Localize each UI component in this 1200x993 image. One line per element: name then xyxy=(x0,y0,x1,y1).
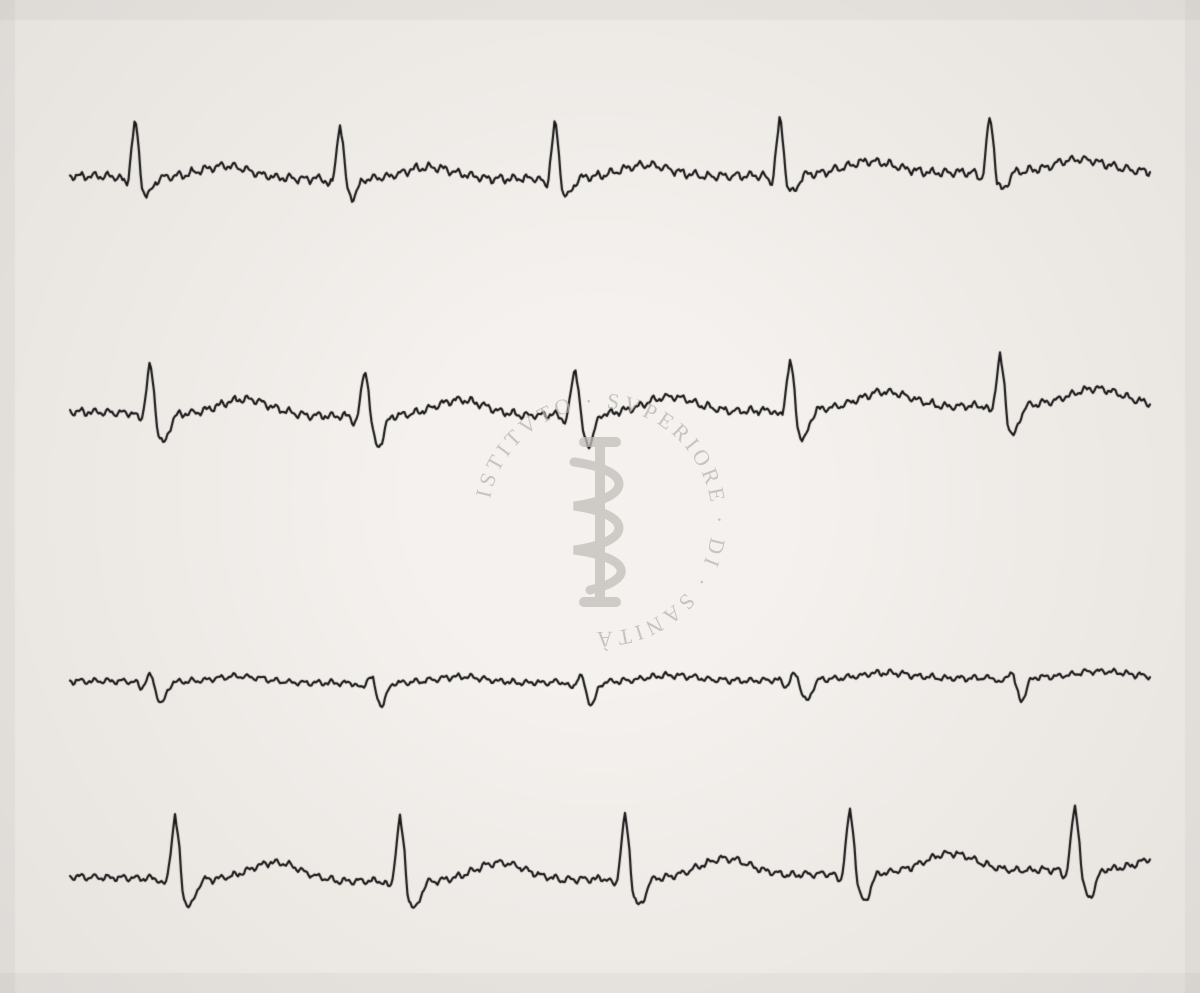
ecg-trace-canvas xyxy=(0,0,1200,993)
